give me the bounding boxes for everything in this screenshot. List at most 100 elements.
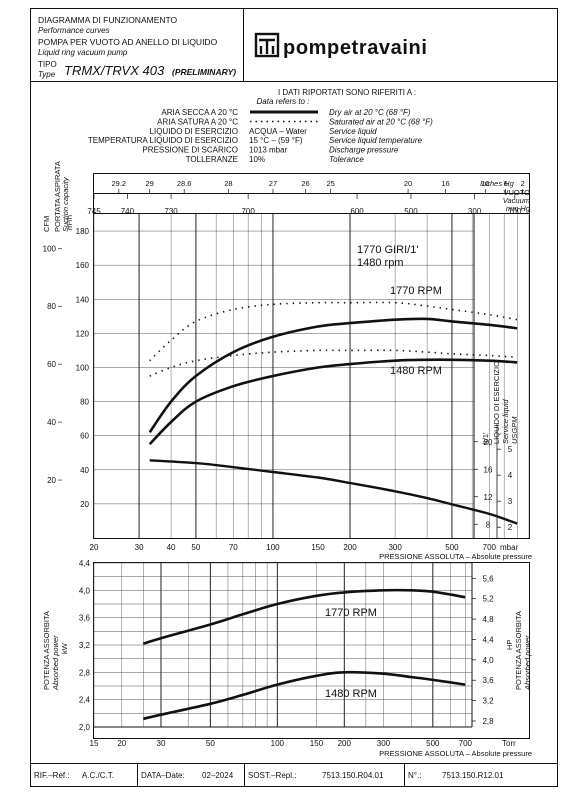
x-tick-label: 50 bbox=[206, 739, 215, 748]
inches-hg-tick-label: 28 bbox=[224, 179, 232, 188]
model-name: TRMX/TRVX 403 bbox=[64, 63, 165, 78]
mmhg-tick-label: 730 bbox=[164, 207, 178, 216]
brand-logo: pompetravaini bbox=[254, 32, 428, 59]
inches-hg-tick-label: 28.6 bbox=[177, 179, 192, 188]
liquid-lt-tick-label: 12 bbox=[484, 493, 493, 502]
mmhg-tick-label: 740 bbox=[121, 207, 135, 216]
liquid-lt-unit-label: lt/1' bbox=[481, 432, 490, 444]
x-tick-label: 150 bbox=[310, 739, 324, 748]
power-series-line-0 bbox=[143, 588, 466, 645]
x-tick-label: 150 bbox=[311, 543, 325, 552]
inches-hg-tick-label: 16 bbox=[441, 179, 449, 188]
x-tick-label: 700 bbox=[459, 739, 473, 748]
liquid-lt-tick-label: 16 bbox=[484, 465, 493, 474]
capacity-axis-label-it: PORTATA ASPIRATA bbox=[53, 161, 62, 232]
cfm-tick-label: 80 bbox=[47, 302, 56, 311]
x-tick-label: 50 bbox=[191, 543, 200, 552]
usgpm-tick-label: 3 bbox=[508, 497, 513, 506]
inches-hg-tick-label: 27 bbox=[269, 179, 277, 188]
y-tick-label: 4,0 bbox=[79, 586, 91, 595]
logo-mark-glyph-icon bbox=[259, 38, 275, 54]
header-pump-en: Liquid ring vacuum pump bbox=[38, 48, 128, 57]
power-right-label-it: POTENZA ASSORBITA bbox=[514, 611, 523, 690]
reference-row-label-en: Dry air at 20 °C (68 °F) bbox=[329, 108, 411, 117]
model-note: (PRELIMINARY) bbox=[172, 67, 236, 77]
mmhg-tick-label: 600 bbox=[350, 207, 364, 216]
power-series-label-1480: 1480 RPM bbox=[325, 688, 377, 700]
reference-row-label-en: Service liquid temperature bbox=[329, 136, 422, 145]
kw-unit-label: kW bbox=[60, 642, 69, 654]
inches-hg-tick-label: 20 bbox=[404, 179, 412, 188]
usgpm-tick-label: 2 bbox=[508, 523, 513, 532]
reference-row-value: 10% bbox=[249, 155, 265, 164]
y-tick-label: 140 bbox=[76, 295, 90, 304]
y-tick-label: 60 bbox=[80, 432, 89, 441]
mmhg-tick-label: 745 bbox=[87, 207, 101, 216]
footer-ref-label: RIF.–Ref.: bbox=[34, 771, 70, 780]
liquid-lt-tick-label: 20 bbox=[484, 438, 493, 447]
vacuum-label-en: Vacuum bbox=[503, 196, 530, 205]
reference-row-value: 15 °C – (59 °F) bbox=[249, 136, 303, 145]
y-tick-label: 180 bbox=[76, 227, 90, 236]
power-right-label-en: Absorbed power bbox=[523, 635, 532, 691]
y-tick-label: 3,6 bbox=[79, 614, 91, 623]
inches-hg-tick-label: 2 bbox=[521, 179, 525, 188]
usgpm-tick-label: 4 bbox=[508, 471, 513, 480]
vacuum-mmhg-band bbox=[93, 193, 530, 214]
x-axis-label: PRESSIONE ASSOLUTA – Absolute pressure bbox=[379, 749, 532, 758]
hp-unit-label: HP bbox=[505, 640, 514, 650]
x-tick-label: 30 bbox=[157, 739, 166, 748]
mmhg-tick-label: 300 bbox=[468, 207, 482, 216]
sheet-frame bbox=[30, 8, 558, 787]
capacity-chart: 20 30 40 50 70 100 150 200 300 500 700 mbarPRESSION… bbox=[42, 161, 532, 561]
cfm-tick-label: 60 bbox=[47, 360, 56, 369]
y-tick-label: 100 bbox=[76, 363, 90, 372]
reference-row-label-it: PRESSIONE DI SCARICO bbox=[142, 146, 238, 155]
series-line-1 bbox=[149, 301, 518, 362]
reference-row-label-it: LIQUIDO DI ESERCIZIO bbox=[150, 127, 238, 136]
header-type-label-en: Type bbox=[38, 70, 56, 79]
power-axis-label-it: POTENZA ASSORBITA bbox=[42, 611, 51, 690]
footer: RIF.–Ref.: A.C./C.T. DATA–Date: 02–2024 … bbox=[34, 764, 504, 786]
hp-tick-label: 4,4 bbox=[482, 635, 494, 644]
x-tick-label: 200 bbox=[343, 543, 357, 552]
y-tick-label: 2,0 bbox=[79, 723, 91, 732]
inches-hg-tick-label: 6 bbox=[503, 179, 507, 188]
hp-tick-label: 4,8 bbox=[482, 615, 494, 624]
mmhg-tick-label: 500 bbox=[404, 207, 418, 216]
reference-row-label-en: Saturated air at 20 °C (68 °F) bbox=[329, 117, 433, 126]
reference-row-value: 1013 mbar bbox=[249, 146, 288, 155]
x-tick-label: 100 bbox=[266, 543, 280, 552]
service-liquid-label-it: LIQUIDO DI ESERCIZIO bbox=[492, 361, 501, 444]
series-line-0 bbox=[148, 317, 518, 434]
y-tick-label: 160 bbox=[76, 261, 90, 270]
mmhg-tick-label: 700 bbox=[241, 207, 255, 216]
hp-tick-label: 3,6 bbox=[482, 676, 494, 685]
footer-date-label: DATA–Date: bbox=[141, 771, 185, 780]
inches-hg-tick-label: 25 bbox=[326, 179, 334, 188]
inches-hg-label: Inches Hg bbox=[480, 179, 515, 188]
x-unit-label: mbar bbox=[500, 543, 519, 552]
logo-mark-icon bbox=[254, 32, 280, 58]
x-tick-label: 30 bbox=[135, 543, 144, 552]
brand-name: pompetravaini bbox=[283, 37, 428, 59]
reference-row-value: ACQUA – Water bbox=[249, 127, 307, 136]
inches-hg-tick-label: 10 bbox=[481, 179, 489, 188]
reference-row-label-it: TOLLERANZE bbox=[186, 155, 238, 164]
x-tick-label: 20 bbox=[90, 543, 99, 552]
liquid-lt-tick-label: 8 bbox=[486, 520, 491, 529]
x-tick-label: 70 bbox=[229, 543, 238, 552]
x-tick-label: 500 bbox=[445, 543, 459, 552]
x-tick-label: 300 bbox=[388, 543, 402, 552]
reference-title-en: Data refers to : bbox=[257, 97, 310, 106]
series-line-2 bbox=[148, 358, 518, 446]
y-unit-label: m³/h bbox=[65, 215, 74, 230]
power-series-line-1 bbox=[143, 670, 466, 721]
series-label-1480: 1480 RPM bbox=[390, 365, 442, 377]
x-unit-label: Torr bbox=[502, 739, 516, 748]
power-chart: 15 20 30 50 100 150 200 300 500 700 TorrPRESSIONE … bbox=[42, 559, 532, 758]
reference-row-label-en: Discharge pressure bbox=[329, 146, 399, 155]
hp-tick-label: 2,8 bbox=[482, 717, 494, 726]
speed-label-1480: 1480 rpm bbox=[357, 257, 403, 269]
